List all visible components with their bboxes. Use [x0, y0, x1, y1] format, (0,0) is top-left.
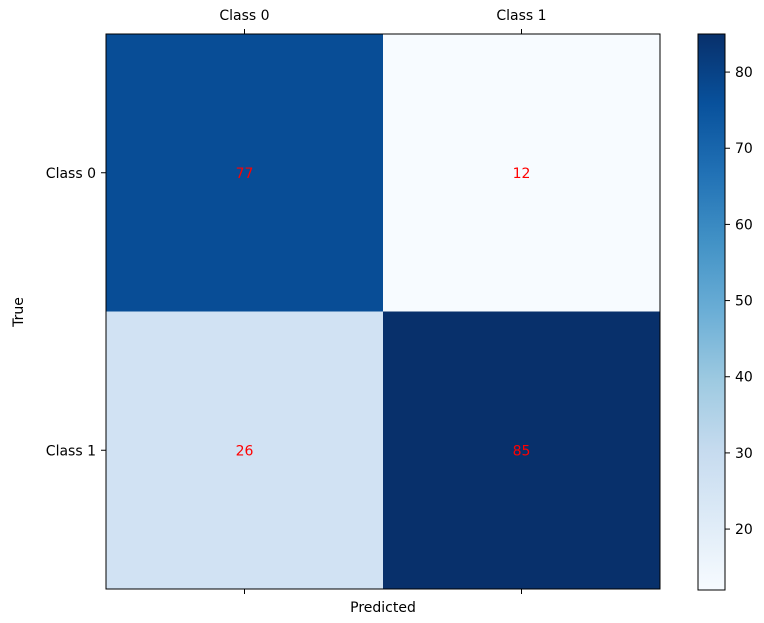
cell-value-label: 26: [236, 443, 254, 459]
y-tick-label: Class 1: [46, 443, 96, 459]
y-axis-ticks: Class 0 Class 1: [46, 166, 106, 459]
colorbar-tick-label: 60: [735, 217, 753, 233]
heatmap-cells: [106, 34, 660, 589]
colorbar-tick-label: 70: [735, 141, 753, 157]
x-tick-label: Class 0: [219, 8, 269, 24]
colorbar-tick-label: 80: [735, 65, 753, 81]
heatmap-cell: [383, 34, 660, 312]
colorbar-ticks: 20 30 40 50 60 70 80: [725, 65, 753, 538]
x-axis-label: Predicted: [350, 600, 416, 616]
colorbar-tick-label: 50: [735, 294, 753, 310]
colorbar: 20 30 40 50 60 70 80: [697, 33, 753, 591]
colorbar-tick-label: 30: [735, 446, 753, 462]
cell-value-labels: 77 12 26 85: [236, 166, 531, 460]
heatmap-cell: [383, 311, 660, 589]
cell-value-label: 77: [236, 166, 254, 182]
cell-value-label: 85: [513, 443, 531, 459]
colorbar-gradient: [697, 33, 726, 591]
y-tick-label: Class 0: [46, 166, 96, 182]
colorbar-tick-label: 20: [735, 522, 753, 538]
colorbar-tick-label: 40: [735, 370, 753, 386]
axes-frame: [105, 33, 661, 590]
x-axis-ticks: Class 0 Class 1: [219, 8, 547, 594]
y-axis-label: True: [11, 297, 27, 328]
x-tick-label: Class 1: [496, 8, 546, 24]
cell-value-label: 12: [513, 166, 531, 182]
heatmap-cell: [106, 311, 383, 589]
heatmap-cell: [106, 34, 383, 312]
